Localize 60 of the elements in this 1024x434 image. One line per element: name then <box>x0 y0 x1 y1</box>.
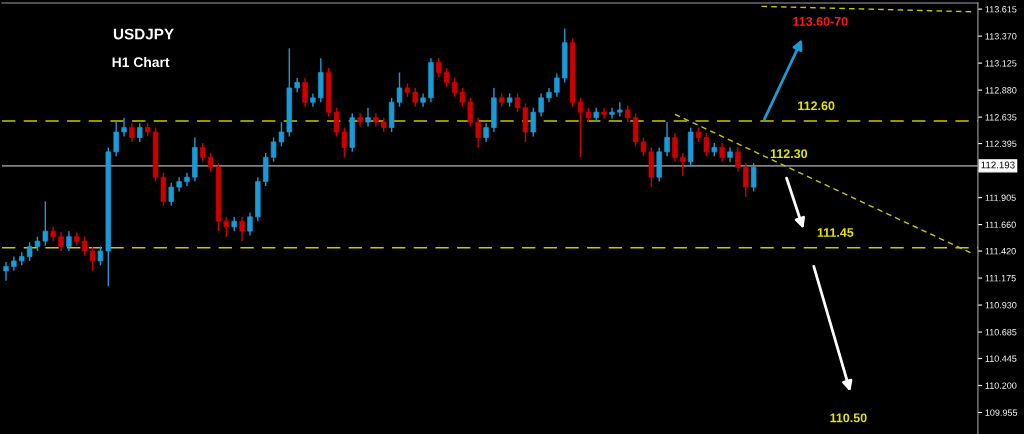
y-tick-label: 112.395 <box>985 140 1017 147</box>
candlestick <box>89 245 96 272</box>
y-tick-label: 111.905 <box>985 194 1016 201</box>
candlestick <box>443 67 450 88</box>
text: H1 Chart <box>112 56 170 68</box>
y-tick-label: 110.930 <box>985 302 1017 309</box>
y-tick-label: 113.125 <box>985 60 1017 67</box>
candlestick <box>436 57 442 78</box>
candlestick <box>538 92 544 118</box>
candlestick <box>672 132 678 163</box>
candlestick <box>617 101 623 118</box>
candlestick <box>3 261 9 282</box>
candlestick <box>735 146 741 173</box>
annotation: 113.60-70 <box>793 16 848 26</box>
candlestick <box>743 162 749 198</box>
annotation: 112.30 <box>770 149 808 159</box>
candlestick <box>750 162 757 193</box>
ref-line-label: 111.45 <box>817 228 854 237</box>
y-tick-label: 110.445 <box>985 355 1017 362</box>
candlestick <box>483 122 489 143</box>
candlestick <box>247 211 253 237</box>
candlestick <box>137 122 143 143</box>
candlestick <box>467 97 474 128</box>
candlestick <box>302 77 308 108</box>
candlestick <box>412 87 418 108</box>
y-tick-label: 111.420 <box>985 248 1016 255</box>
candlestick <box>664 121 670 157</box>
candlestick <box>66 230 72 252</box>
y-tick-label: 113.615 <box>985 6 1017 13</box>
candlestick <box>129 122 135 143</box>
candlestick <box>601 107 607 120</box>
candlestick <box>81 236 88 257</box>
y-tick-label: 110.200 <box>985 382 1017 389</box>
candlestick <box>200 142 206 163</box>
candlestick <box>609 107 615 120</box>
candlestick <box>97 245 104 267</box>
candlestick <box>223 216 230 238</box>
candlestick <box>680 152 686 177</box>
y-tick-label: 109.955 <box>985 409 1018 416</box>
ref-line-label: 112.193 <box>981 161 1015 169</box>
y-tick-label: 110.685 <box>985 329 1017 336</box>
candlestick <box>719 142 725 163</box>
candlestick <box>475 116 481 149</box>
y-tick-label: 112.635 <box>985 114 1017 121</box>
candlestick <box>530 107 536 138</box>
y-tick-label: 112.880 <box>985 87 1017 94</box>
annotation: 110.50 <box>830 413 867 423</box>
ref-line-label: 112.60 <box>798 101 835 111</box>
candlestick <box>365 107 371 128</box>
candlestick <box>239 216 245 242</box>
candlestick <box>113 121 119 157</box>
candlestick <box>168 182 174 207</box>
candlestick <box>121 116 127 138</box>
candlestick <box>58 231 64 252</box>
y-tick-label: 113.370 <box>985 33 1017 40</box>
candlestick <box>42 200 49 247</box>
candlestick <box>554 72 560 98</box>
text: USDJPY <box>113 28 174 40</box>
y-tick-label: 111.660 <box>985 221 1016 228</box>
y-tick-label: 111.175 <box>985 275 1016 282</box>
